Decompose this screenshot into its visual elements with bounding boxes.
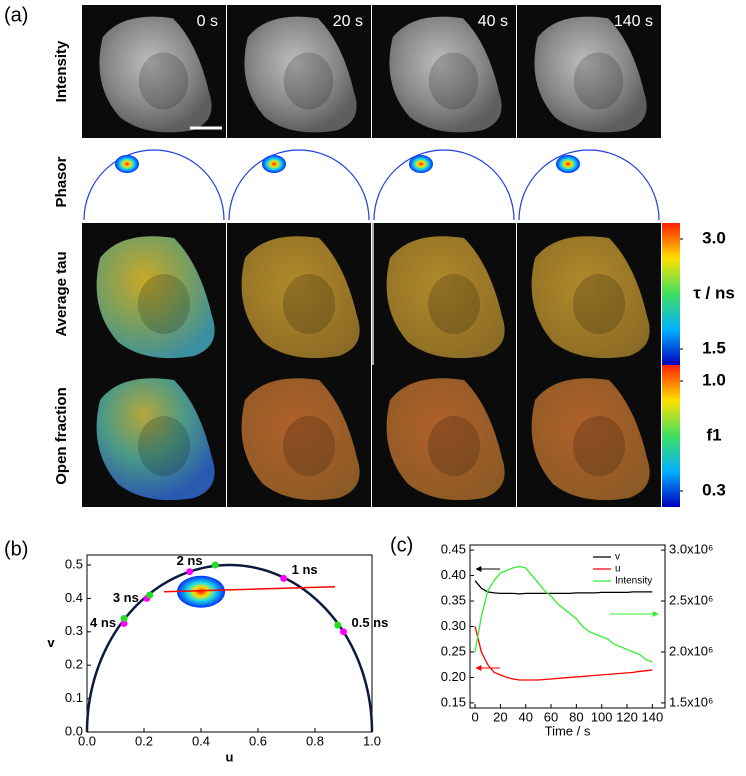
panel-label: (a) [4, 4, 28, 26]
x-tick-label: 1.0 [363, 733, 381, 748]
phasor-cluster [115, 155, 139, 173]
lifetime-point [211, 561, 219, 569]
x-tick-label: 140 [641, 709, 663, 724]
colorbar-title: τ / ns [693, 283, 735, 302]
lifetime-point [186, 568, 194, 576]
y-tick-label: 0.40 [441, 567, 466, 582]
time-label: 0 s [197, 13, 218, 30]
colorbar-tick-label: 1.5 [702, 338, 726, 357]
y-tick-label: 0.25 [441, 643, 466, 658]
x-tick-label: 0.0 [78, 733, 96, 748]
x-tick-label: 40 [518, 709, 532, 724]
y-tick-label: 0.30 [441, 618, 466, 633]
x-axis-label: u [226, 749, 234, 764]
x-tick-label: 20 [493, 709, 507, 724]
universal-circle [85, 563, 374, 733]
y-tick-label: 0.2 [65, 657, 83, 672]
point-label: 4 ns [90, 615, 116, 630]
x-tick-label: 80 [569, 709, 583, 724]
y-tick-label: 0.20 [441, 669, 466, 684]
panel-a: Intensity Phasor Average tau Open fraction 0… [53, 5, 735, 507]
y-axis-label: v [47, 635, 55, 650]
lifetime-point [120, 614, 128, 622]
x-tick-label: 120 [616, 709, 638, 724]
series-line [474, 580, 653, 595]
panel-label: (b) [4, 538, 28, 560]
panel-label: (c) [390, 534, 413, 556]
time-label: 40 s [478, 13, 508, 30]
x-tick-label: 60 [544, 709, 558, 724]
colorbar-tick-label: 1.0 [702, 370, 726, 389]
colorbar-tick-label: 3.0 [702, 228, 726, 247]
lifetime-point [334, 621, 342, 629]
lifetime-point [280, 574, 288, 582]
x-tick-label: 0.4 [192, 733, 210, 748]
trajectory-line [163, 585, 335, 593]
x-tick-label: 0.2 [135, 733, 153, 748]
y2-tick-label: 2.0x10⁶ [669, 643, 713, 658]
panel-c: (c) 0 20 40 60 80 100 120 140 0.15 0.20 0.25 0.30 0.3… [390, 534, 713, 738]
x-tick-label: 0.8 [306, 733, 324, 748]
panel-b: (b) 0.0 0.2 0.4 0.6 0.8 1.0 0.0 0.1 0.2 0.3 0.4 0.5 u… [4, 538, 388, 764]
phasor-semicircle [83, 149, 225, 221]
colorbar-title: f1 [706, 425, 721, 444]
legend-label: v [615, 552, 620, 563]
y-tick-label: 0.15 [441, 694, 466, 709]
phasor-cluster [177, 575, 225, 608]
x-tick-label: 0.6 [249, 733, 267, 748]
point-label: 3 ns [113, 590, 139, 605]
y-tick-label: 0.4 [65, 590, 83, 605]
time-label: 140 s [614, 13, 653, 30]
phasor-cluster [409, 155, 433, 173]
series-line [474, 565, 653, 663]
lifetime-point [340, 628, 347, 636]
colorbar [662, 223, 680, 365]
phasor-cluster [262, 155, 286, 173]
y-tick-label: 0.5 [65, 556, 83, 571]
point-label: 2 ns [177, 553, 203, 568]
plot-frame [86, 554, 373, 733]
y-tick-label: 0.1 [65, 690, 83, 705]
y2-tick-label: 2.5x10⁶ [669, 592, 713, 607]
lifetime-point [120, 619, 128, 627]
legend-label: Intensity [615, 576, 652, 587]
row-label: Average tau [53, 251, 70, 336]
y-tick-label: 0.0 [65, 723, 83, 738]
point-label: 1 ns [292, 562, 318, 577]
y-tick-label: 0.35 [441, 592, 466, 607]
x-tick-label: 0 [471, 709, 478, 724]
y-tick-label: 0.3 [65, 623, 83, 638]
row-label: Intensity [53, 40, 70, 102]
point-label: 0.5 ns [352, 615, 389, 630]
y-tick-label: 0.45 [441, 542, 466, 557]
phasor-semicircle [373, 149, 515, 221]
lifetime-point [146, 591, 154, 599]
colorbar-tick-label: 0.3 [702, 480, 726, 499]
phasor-semicircle [518, 149, 660, 221]
row-label: Phasor [53, 156, 70, 207]
x-tick-label: 100 [591, 709, 613, 724]
y2-tick-label: 1.5x10⁶ [669, 694, 713, 709]
colorbar [662, 365, 680, 507]
phasor-cluster [556, 155, 580, 173]
x-axis-label: Time / s [545, 723, 591, 738]
phasor-semicircle [228, 149, 370, 221]
row-label: Open fraction [53, 387, 70, 485]
legend-label: u [615, 564, 621, 575]
series-line [474, 626, 653, 681]
y2-tick-label: 3.0x10⁶ [669, 542, 713, 557]
time-label: 20 s [333, 13, 363, 30]
